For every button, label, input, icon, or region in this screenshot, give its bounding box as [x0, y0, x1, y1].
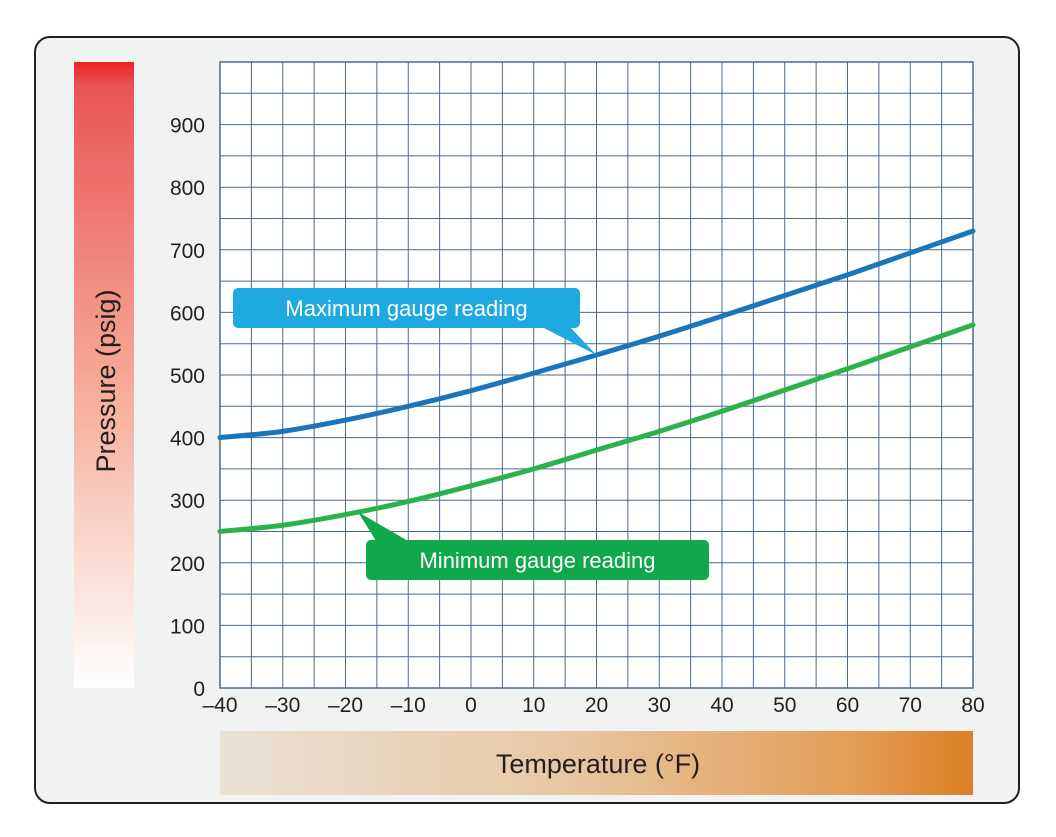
y-axis-title-bar: Pressure (psig) [74, 62, 134, 688]
x-axis-gradient-bar [220, 731, 973, 795]
y-tick-label: 400 [170, 428, 205, 451]
x-tick-label: 70 [899, 694, 922, 717]
x-tick-label: –40 [202, 694, 237, 717]
min-gauge-callout-box [366, 540, 709, 580]
plot-border [219, 61, 974, 689]
min-gauge-callout-label: Minimum gauge reading [419, 548, 655, 573]
max-gauge-callout-box [233, 288, 580, 328]
series-lines [217, 228, 976, 534]
x-tick-label: 0 [465, 694, 477, 717]
y-tick-label: 900 [170, 115, 205, 138]
y-tick-label: 100 [170, 615, 205, 638]
min-gauge-line [217, 322, 976, 534]
max-gauge-callout: Maximum gauge reading [233, 288, 597, 355]
y-tick-label: 0 [193, 678, 205, 701]
y-axis-title: Pressure (psig) [91, 289, 121, 472]
max-gauge-callout-label: Maximum gauge reading [285, 296, 527, 321]
y-tick-label: 600 [170, 302, 205, 325]
x-axis-title-bar: Temperature (°F) [220, 731, 973, 795]
x-tick-label: –20 [328, 694, 363, 717]
x-tick-label: 50 [773, 694, 796, 717]
x-tick-label: 40 [710, 694, 733, 717]
tick-labels: –40 –30 –20 –10 0 10 20 30 40 50 60 70 8001002003004… [170, 115, 985, 717]
y-axis-gradient-bar [74, 62, 134, 688]
x-axis-title: Temperature (°F) [496, 749, 700, 779]
min-gauge-callout-pointer [358, 511, 408, 541]
x-tick-label: 60 [836, 694, 859, 717]
x-tick-label: 30 [648, 694, 671, 717]
x-tick-label: –10 [391, 694, 426, 717]
y-tick-label: 300 [170, 490, 205, 513]
y-tick-label: 800 [170, 177, 205, 200]
y-tick-label: 700 [170, 240, 205, 263]
min-gauge-callout: Minimum gauge reading [358, 511, 709, 580]
x-tick-label: 10 [522, 694, 545, 717]
y-tick-label: 200 [170, 553, 205, 576]
grid-lines [219, 61, 974, 689]
max-gauge-callout-pointer [542, 327, 597, 355]
y-tick-label: 500 [170, 365, 205, 388]
max-gauge-line [217, 228, 976, 441]
x-tick-label: 80 [961, 694, 984, 717]
x-tick-label: –30 [265, 694, 300, 717]
callouts: Maximum gauge reading Minimum gauge readi… [233, 288, 709, 580]
x-tick-label: 20 [585, 694, 608, 717]
